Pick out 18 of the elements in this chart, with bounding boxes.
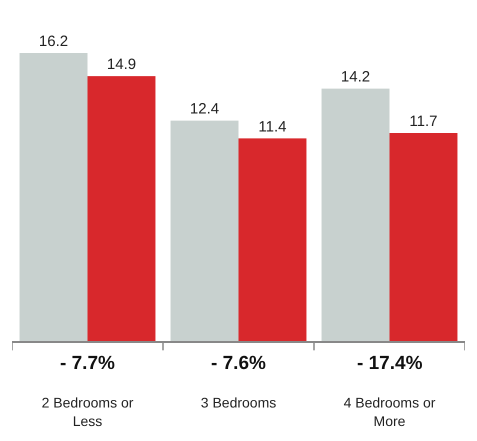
x-tick-label: 2 Bedrooms or Less (42, 394, 134, 429)
text: - 7.6% (211, 353, 266, 374)
x-tick-label: 4 Bedrooms or More (344, 394, 436, 429)
text: - 7.7% (60, 353, 116, 374)
data-label: 14.2 (340, 68, 370, 86)
bar (20, 53, 88, 341)
bar (238, 138, 306, 341)
data-label: 11.4 (258, 118, 287, 136)
data-label: 16.2 (38, 33, 68, 50)
bar (390, 133, 458, 341)
bar (322, 88, 390, 341)
data-label: 14.9 (106, 56, 136, 74)
data-label: 12.4 (190, 100, 220, 118)
x-tick-label: 3 Bedrooms (200, 394, 276, 411)
text: - 17.4% (357, 353, 423, 374)
data-label: 11.7 (409, 113, 438, 130)
bar (88, 76, 156, 341)
bar (170, 120, 238, 341)
